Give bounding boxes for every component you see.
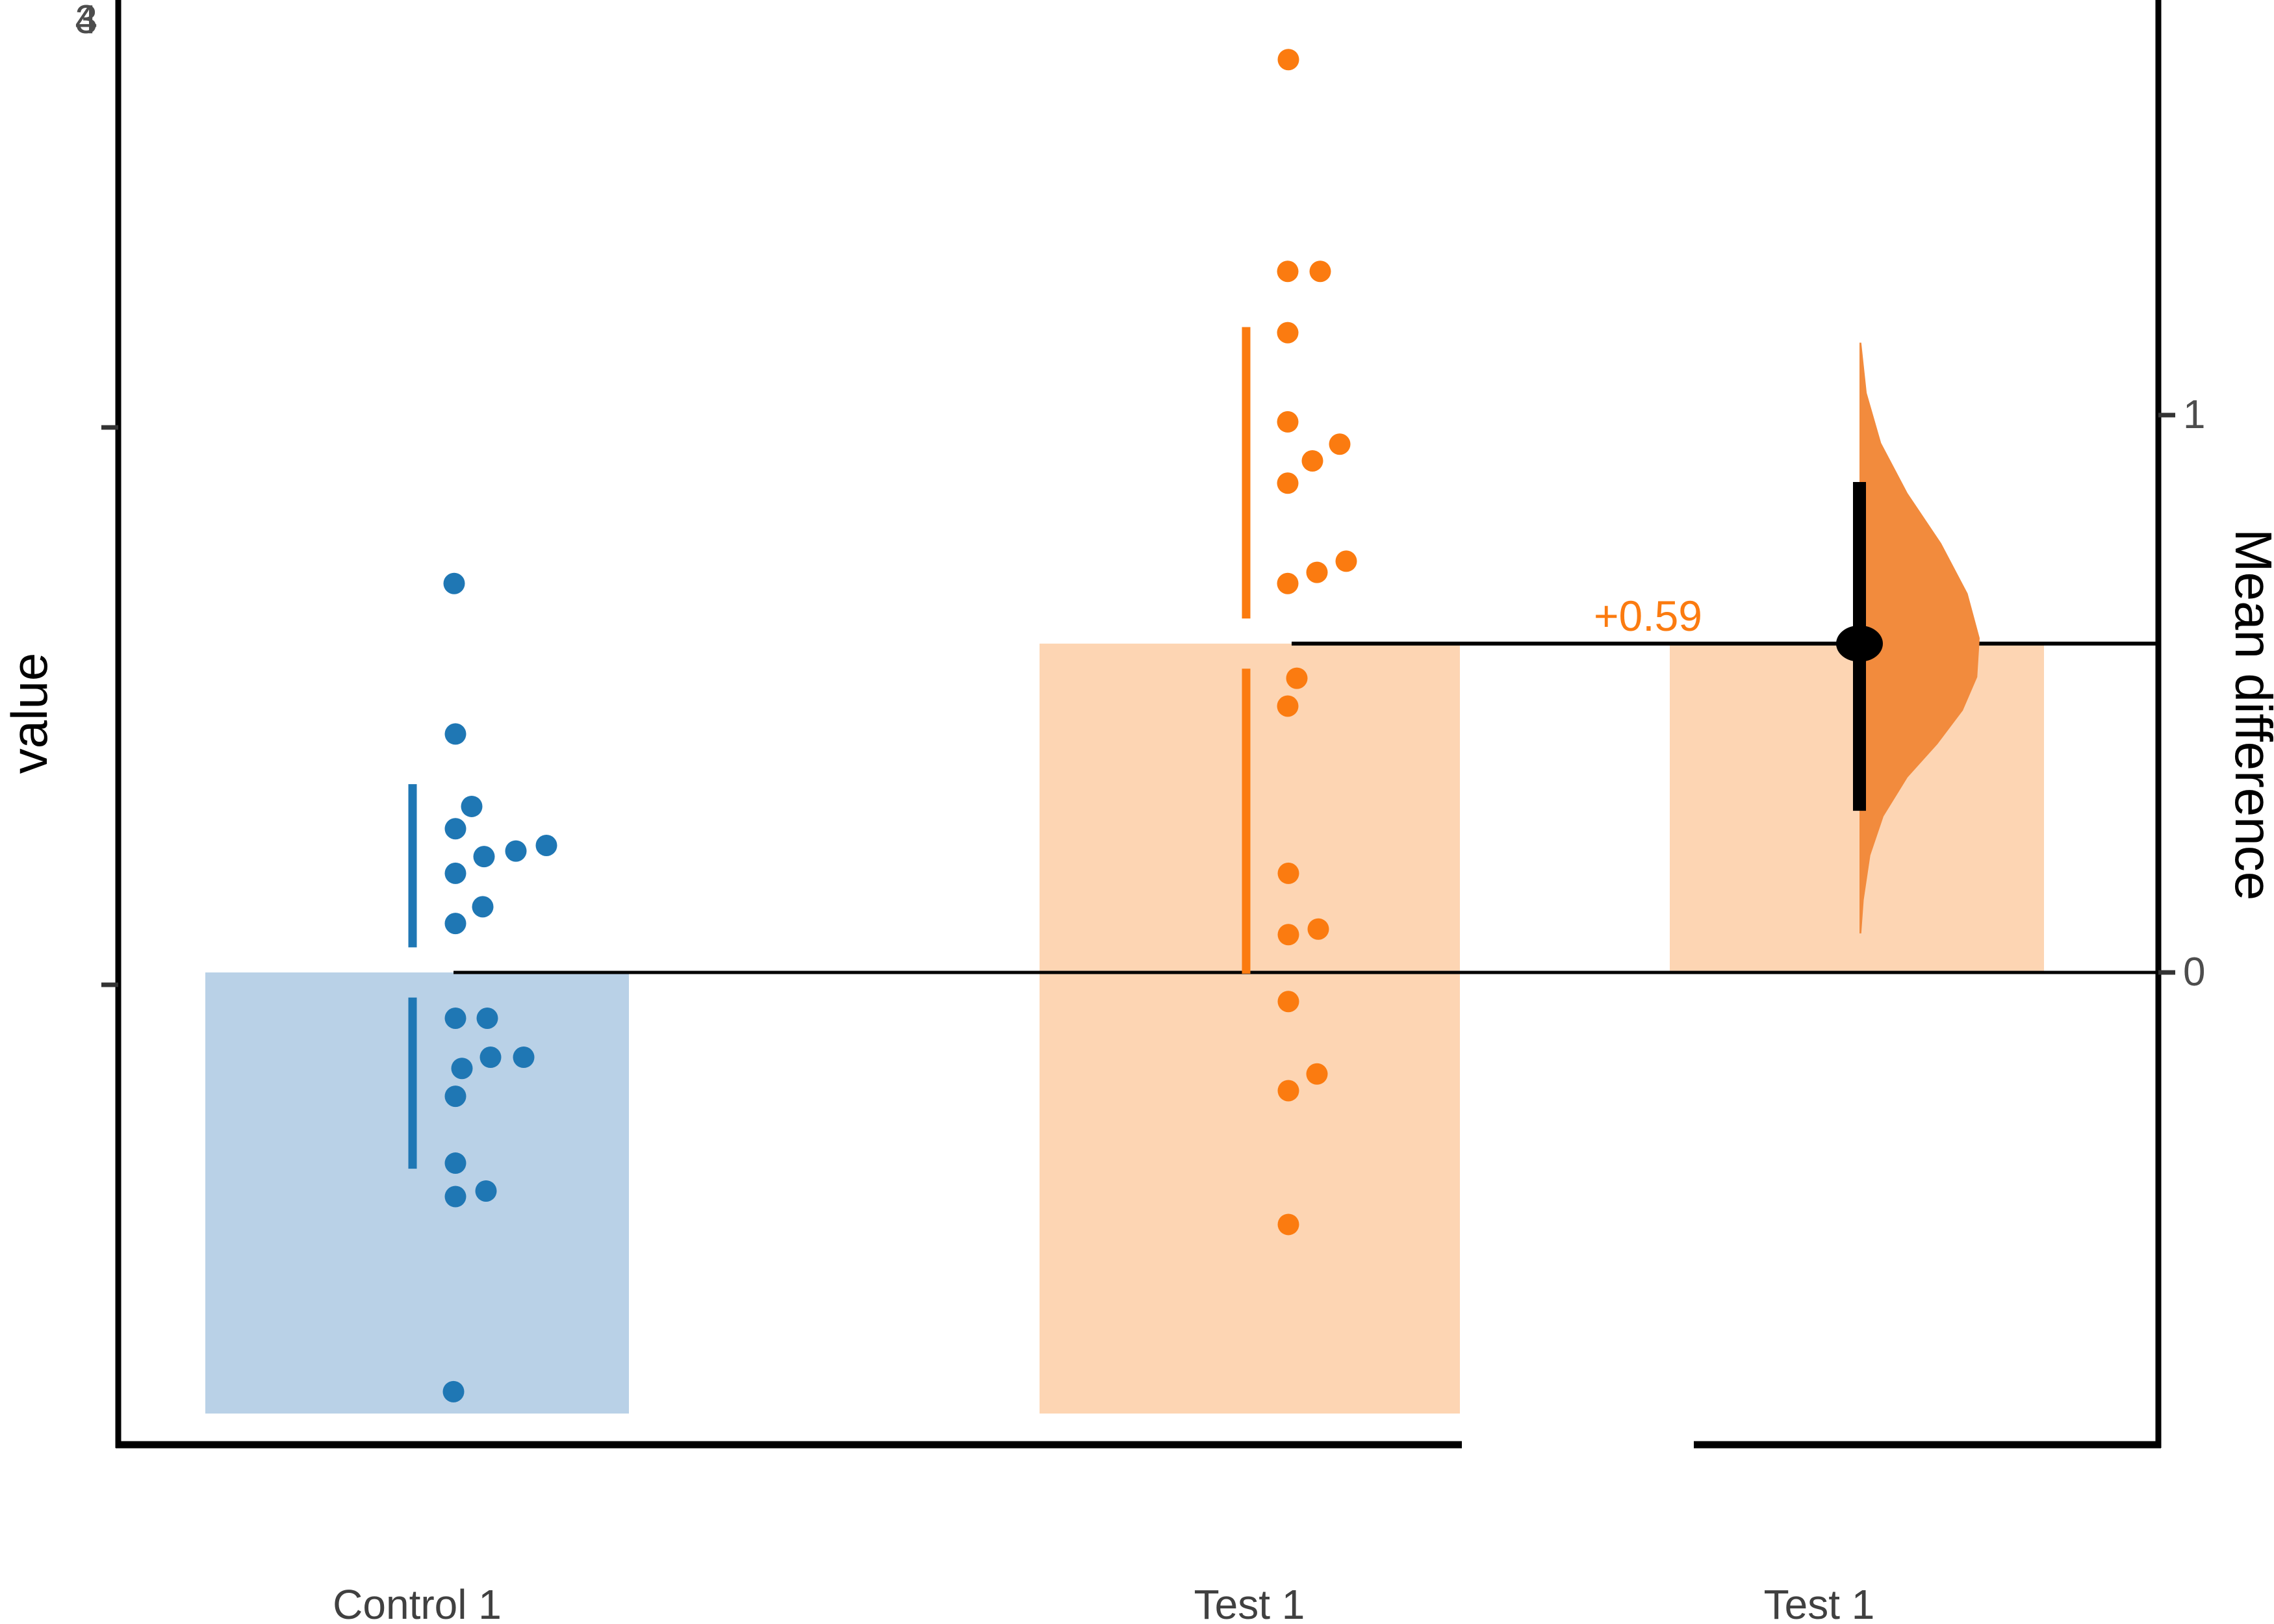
swarm-dot xyxy=(444,862,466,884)
group-control-name: Control 1 xyxy=(333,1581,502,1624)
swarm-dot xyxy=(1277,1080,1299,1102)
swarm-dot xyxy=(1329,433,1351,455)
swarm-dot xyxy=(1277,991,1299,1013)
swarm-dot xyxy=(444,1085,466,1108)
y-axis-tick-4: 4 xyxy=(75,0,97,42)
swarm-dot xyxy=(479,1047,502,1069)
y-axis-tick-3: 3 xyxy=(75,0,97,42)
swarm-dot xyxy=(1286,667,1308,689)
swarm-dot xyxy=(476,1007,498,1029)
swarm-dot xyxy=(1277,572,1299,594)
diff-axis-title: Mean difference xyxy=(2225,528,2274,901)
swarm-dot xyxy=(505,840,527,862)
swarm-dot xyxy=(442,1380,465,1402)
swarm-dot xyxy=(1306,1063,1328,1085)
swarm-dot xyxy=(1277,924,1299,946)
swarm-dot xyxy=(475,1180,497,1202)
diff-label-line1: Test 1 xyxy=(1763,1581,1875,1624)
difference-violin xyxy=(1859,342,1980,933)
swarm-dot xyxy=(513,1047,535,1069)
group-label-test: Test 1 N = 20 xyxy=(1022,1462,1477,1624)
swarm-dot xyxy=(444,913,466,935)
swarm-dot xyxy=(472,896,494,918)
y-axis-title: value xyxy=(1,652,58,774)
group-label-difference: Test 1 minus Control 1 xyxy=(1592,1462,2047,1624)
swarm-dot xyxy=(444,1007,466,1029)
swarm-dot xyxy=(444,1152,466,1174)
swarm-dot xyxy=(444,723,466,745)
swarm-dot xyxy=(1307,918,1329,940)
swarm-dot xyxy=(444,818,466,840)
swarm-dot xyxy=(1277,49,1299,71)
swarm-dot xyxy=(1277,472,1299,494)
swarm-dot xyxy=(461,795,483,817)
swarm-dot xyxy=(1335,550,1357,572)
swarm-dot xyxy=(1277,322,1299,344)
swarm-dot xyxy=(1277,1213,1299,1236)
group-test-name: Test 1 xyxy=(1194,1581,1305,1624)
swarm-dot xyxy=(1309,260,1331,283)
swarm-dot xyxy=(1277,862,1299,884)
swarm-dot xyxy=(1277,260,1299,283)
swarm-dot xyxy=(535,835,557,856)
swarm-dot xyxy=(1277,411,1299,433)
diff-axis-tick-0: 0 xyxy=(2183,950,2206,995)
swarm-dot xyxy=(1306,561,1328,583)
diff-axis-tick-1: 1 xyxy=(2183,392,2206,437)
control-bar xyxy=(205,972,629,1414)
effect-size-annotation: +0.59 xyxy=(1594,592,1702,640)
swarm-dot xyxy=(473,846,495,868)
group-label-control: Control 1 N = 20 xyxy=(190,1462,645,1624)
swarm-dot xyxy=(1277,695,1299,717)
difference-mean-dot xyxy=(1836,625,1883,662)
swarm-dot xyxy=(451,1058,473,1080)
swarm-dot xyxy=(1301,450,1323,472)
swarm-dot xyxy=(444,1186,466,1208)
swarm-dot xyxy=(443,572,465,594)
